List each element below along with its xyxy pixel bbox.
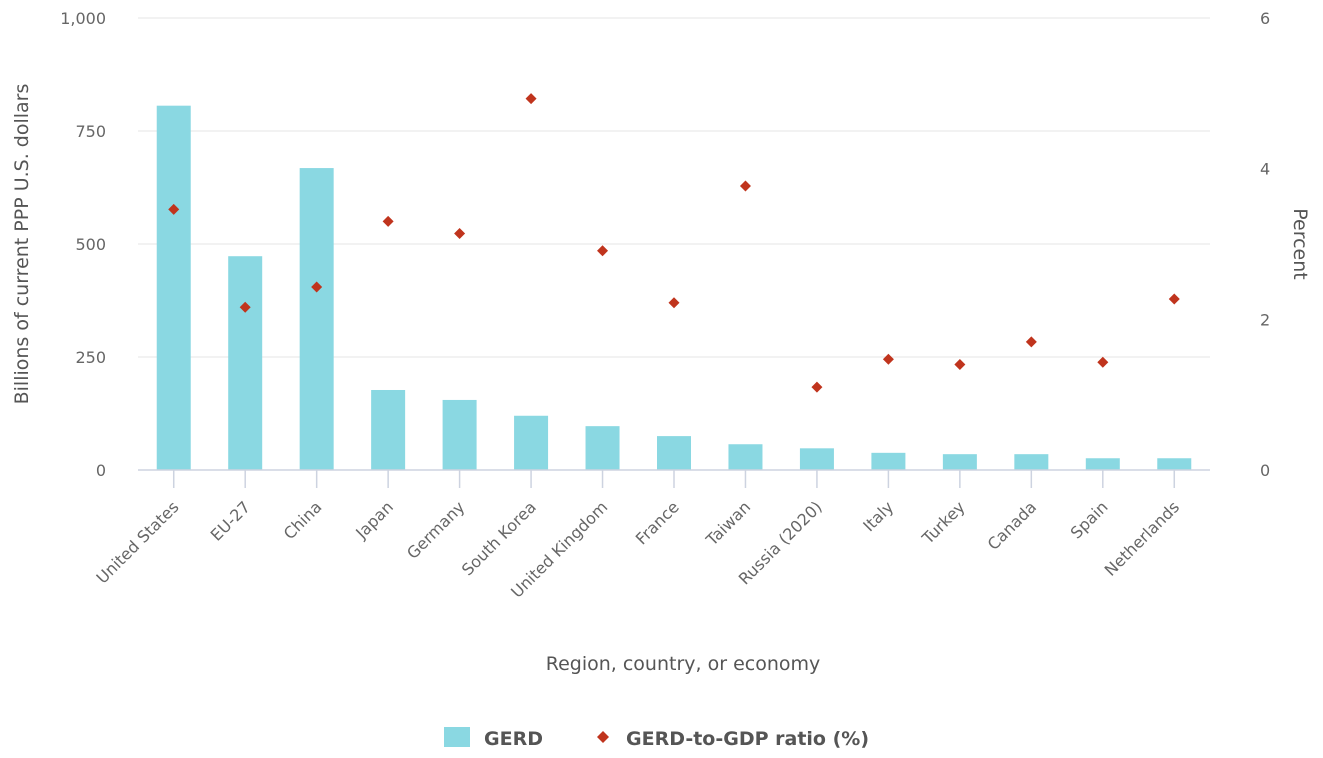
point-gerd-ratio <box>954 359 966 371</box>
x-tick-label: Germany <box>403 497 468 562</box>
x-tick-label: Taiwan <box>702 497 755 550</box>
y-tick-label: 500 <box>75 235 106 254</box>
legend-label-gerd: GERD <box>484 728 543 750</box>
x-tick-label: Turkey <box>918 497 969 548</box>
y2-tick-label: 6 <box>1260 9 1270 28</box>
x-tick-label: EU-27 <box>207 497 254 544</box>
y-tick-label: 750 <box>75 122 106 141</box>
y-tick-label: 1,000 <box>60 9 106 28</box>
bar-gerd <box>728 444 763 470</box>
x-tick-label: Italy <box>859 497 897 535</box>
point-gerd-ratio <box>1168 293 1180 305</box>
x-tick-label: France <box>632 497 683 548</box>
x-tick-label: Spain <box>1067 497 1112 542</box>
x-tick-label: United States <box>93 497 183 587</box>
y2-tick-label: 4 <box>1260 160 1270 179</box>
point-gerd-ratio <box>597 245 609 257</box>
bar-gerd <box>1014 454 1049 470</box>
legend-marker-diamond-icon <box>597 731 609 743</box>
y-axis-title: Billions of current PPP U.S. dollars <box>11 84 33 405</box>
bar-gerd <box>799 448 834 470</box>
point-gerd-ratio <box>454 227 466 239</box>
bar-series-gerd <box>156 105 1192 471</box>
point-gerd-ratio <box>239 301 251 313</box>
point-gerd-ratio <box>382 215 394 227</box>
x-tick-label: Japan <box>351 497 397 543</box>
x-tick-label: Netherlands <box>1101 497 1183 579</box>
y2-tick-label: 0 <box>1260 461 1270 480</box>
x-axis-title: Region, country, or economy <box>546 653 821 675</box>
bar-gerd <box>442 399 477 470</box>
point-gerd-ratio <box>1097 356 1109 368</box>
y2-tick-label: 2 <box>1260 310 1270 329</box>
bar-gerd <box>871 452 906 470</box>
legend-item-gerd-ratio[interactable]: GERD-to-GDP ratio (%) <box>597 728 869 750</box>
bar-gerd <box>371 389 406 470</box>
bar-gerd <box>585 426 620 470</box>
point-gerd-ratio <box>739 180 751 192</box>
legend-swatch-gerd <box>444 727 470 747</box>
bar-gerd <box>942 454 977 470</box>
point-gerd-ratio <box>525 93 537 105</box>
bar-gerd <box>299 168 334 470</box>
point-gerd-ratio <box>811 381 823 393</box>
point-gerd-ratio <box>668 297 680 309</box>
legend: GERD GERD-to-GDP ratio (%) <box>444 727 869 750</box>
bar-gerd <box>156 105 191 471</box>
legend-item-gerd[interactable]: GERD <box>444 727 543 750</box>
x-tick-label: Canada <box>984 497 1040 553</box>
y-tick-label: 250 <box>75 348 106 367</box>
y-tick-label: 0 <box>96 461 106 480</box>
point-gerd-ratio <box>1025 336 1037 348</box>
bar-gerd <box>514 415 549 470</box>
bar-gerd <box>228 256 263 470</box>
bar-gerd <box>1085 458 1120 470</box>
legend-label-gerd-ratio: GERD-to-GDP ratio (%) <box>626 728 869 750</box>
bar-gerd <box>1157 458 1192 470</box>
y2-axis-title: Percent <box>1289 208 1311 280</box>
point-gerd-ratio <box>311 281 323 293</box>
point-gerd-ratio <box>882 353 894 365</box>
bar-gerd <box>657 436 691 470</box>
point-gerd-ratio <box>168 203 180 215</box>
x-tick-label: China <box>280 497 326 543</box>
point-series-gerd-ratio <box>168 93 1180 393</box>
